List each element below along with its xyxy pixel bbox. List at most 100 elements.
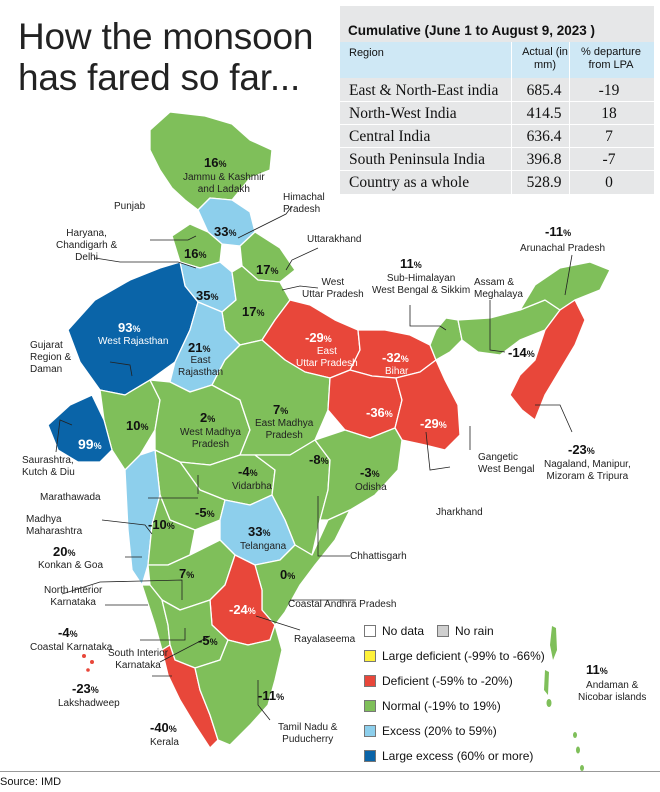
legend-swatch-deficient [364,675,376,687]
label-eup: East Uttar Pradesh [296,346,358,369]
legend-swatch-normal [364,700,376,712]
label-kerala: Kerala [150,737,179,748]
legend-swatch-large-excess [364,750,376,762]
row-region: South Peninsula India [349,151,486,168]
row-region: Central India [349,128,431,145]
label-guj: Gujarat Region & Daman [30,340,72,375]
summary-table [340,6,654,194]
table-row: East & North-East india 685.4 -19 [340,79,654,101]
value-bihar: -32% [382,350,409,365]
value-nik: 7% [179,566,195,581]
header-departure: % departure from LPA [581,46,641,71]
value-mara: -5% [195,505,215,520]
label-wmp: West Madhya Pradesh [180,427,241,450]
value-odisha: -3% [360,465,380,480]
label-shwb: Sub-Himalayan West Bengal & Sikkim [372,273,471,296]
label-cap: Coastal Andhra Pradesh [288,599,397,610]
value-chh: -8% [309,452,329,467]
label-gwb: Gangetic West Bengal [478,452,535,475]
region-shwb [429,317,463,361]
legend-no-data: No data [382,624,425,638]
label-wup: West Uttar Pradesh [302,277,364,300]
label-emp: East Madhya Pradesh [255,418,314,441]
source-credit: Source: IMD [0,776,62,788]
legend-deficient: Deficient (-59% to -20%) [382,674,513,688]
legend-swatch-no-rain [437,625,449,637]
label-an: Andaman & Nicobar islands [578,680,647,703]
value-vidarbha: -4% [238,464,258,479]
value-konkan: 20% [53,544,76,559]
label-rayal: Rayalaseema [294,634,356,645]
label-punjab: Punjab [114,201,146,212]
label-hp: Himachal Pradesh [283,192,325,215]
row-actual: 414.5 [526,105,562,122]
value-rayal: -24% [229,602,256,617]
table-row: South Peninsula India 396.8 -7 [340,148,654,170]
table-caption: Cumulative (June 1 to August 9, 2023 ) [348,23,596,38]
header-actual: Actual (in mm) [522,46,568,71]
region-jharkhand [327,369,403,439]
region-jk [149,111,273,211]
row-region: East & North-East india [349,82,499,99]
label-vidarbha: Vidarbha [232,481,272,492]
label-sik: South Interior Karnataka [108,648,169,671]
value-an: 11% [586,662,608,677]
value-eup: -29% [305,330,332,345]
label-bihar: Bihar [385,366,409,377]
region-chh [254,439,331,556]
table-row: Country as a whole 528.9 0 [340,171,654,193]
andaman-islands [544,626,584,771]
table-header [340,42,654,78]
label-uk: Uttarakhand [307,234,362,245]
label-haryana: Haryana, Chandigarh & Delhi [56,228,118,263]
legend-swatch-excess [364,725,376,737]
legend-large-excess: Large excess (60% or more) [382,749,534,763]
row-departure: -7 [602,151,616,168]
label-lak: Lakshadweep [58,698,120,709]
value-wmp: 2% [200,410,216,425]
legend-large-deficient: Large deficient (-99% to -66%) [382,649,545,663]
label-nik: North Interior Karnataka [44,585,103,608]
row-region: Country as a whole [349,174,470,191]
legend-excess: Excess (20% to 59%) [382,724,497,738]
label-nmmt: Nagaland, Manipur, Mizoram & Tripura [544,459,631,482]
row-actual: 685.4 [526,82,562,99]
value-ck: -4% [58,625,78,640]
label-jk: Jammu & Kashmir and Ladakh [183,172,265,195]
label-mm: Madhya Maharashtra [26,514,83,537]
label-sau: Saurashtra, Kutch & Diu [22,455,75,478]
value-wraj: 93% [118,320,141,335]
region-sau [47,394,113,463]
row-actual: 528.9 [526,174,562,191]
page-title: How the monsoon has fared so far... [18,16,314,98]
label-arunachal: Arunachal Pradesh [520,243,606,254]
value-tel: 33% [248,524,271,539]
value-mm: -10% [148,517,175,532]
value-assam: -14% [508,345,535,360]
row-actual: 396.8 [526,151,562,168]
legend-no-rain: No rain [455,624,494,638]
label-tel: Telangana [240,541,287,552]
value-haryana: 35% [196,288,219,303]
legend-swatch-large-deficient [364,650,376,662]
label-jharkhand: Jharkhand [436,507,483,518]
label-konkan: Konkan & Goa [38,560,104,571]
value-emp: 7% [273,402,289,417]
value-shwb: 11% [400,256,422,271]
lakshadweep-islands [82,654,94,672]
value-cap: 0% [280,567,296,582]
value-guj: 10% [126,418,149,433]
value-sik: -5% [198,633,218,648]
label-chh: Chhattisgarh [350,551,407,562]
value-hp: 33% [214,224,237,239]
legend-swatch-no-data [364,625,376,637]
value-kerala: -40% [150,720,177,735]
table-row: North-West India 414.5 18 [340,102,654,124]
legend-normal: Normal (-19% to 19%) [382,699,501,713]
region-nmmt [509,299,586,421]
region-gwb [394,359,461,451]
value-nmmt: -23% [568,442,595,457]
label-ck: Coastal Karnataka [30,642,113,653]
row-actual: 636.4 [526,128,562,145]
